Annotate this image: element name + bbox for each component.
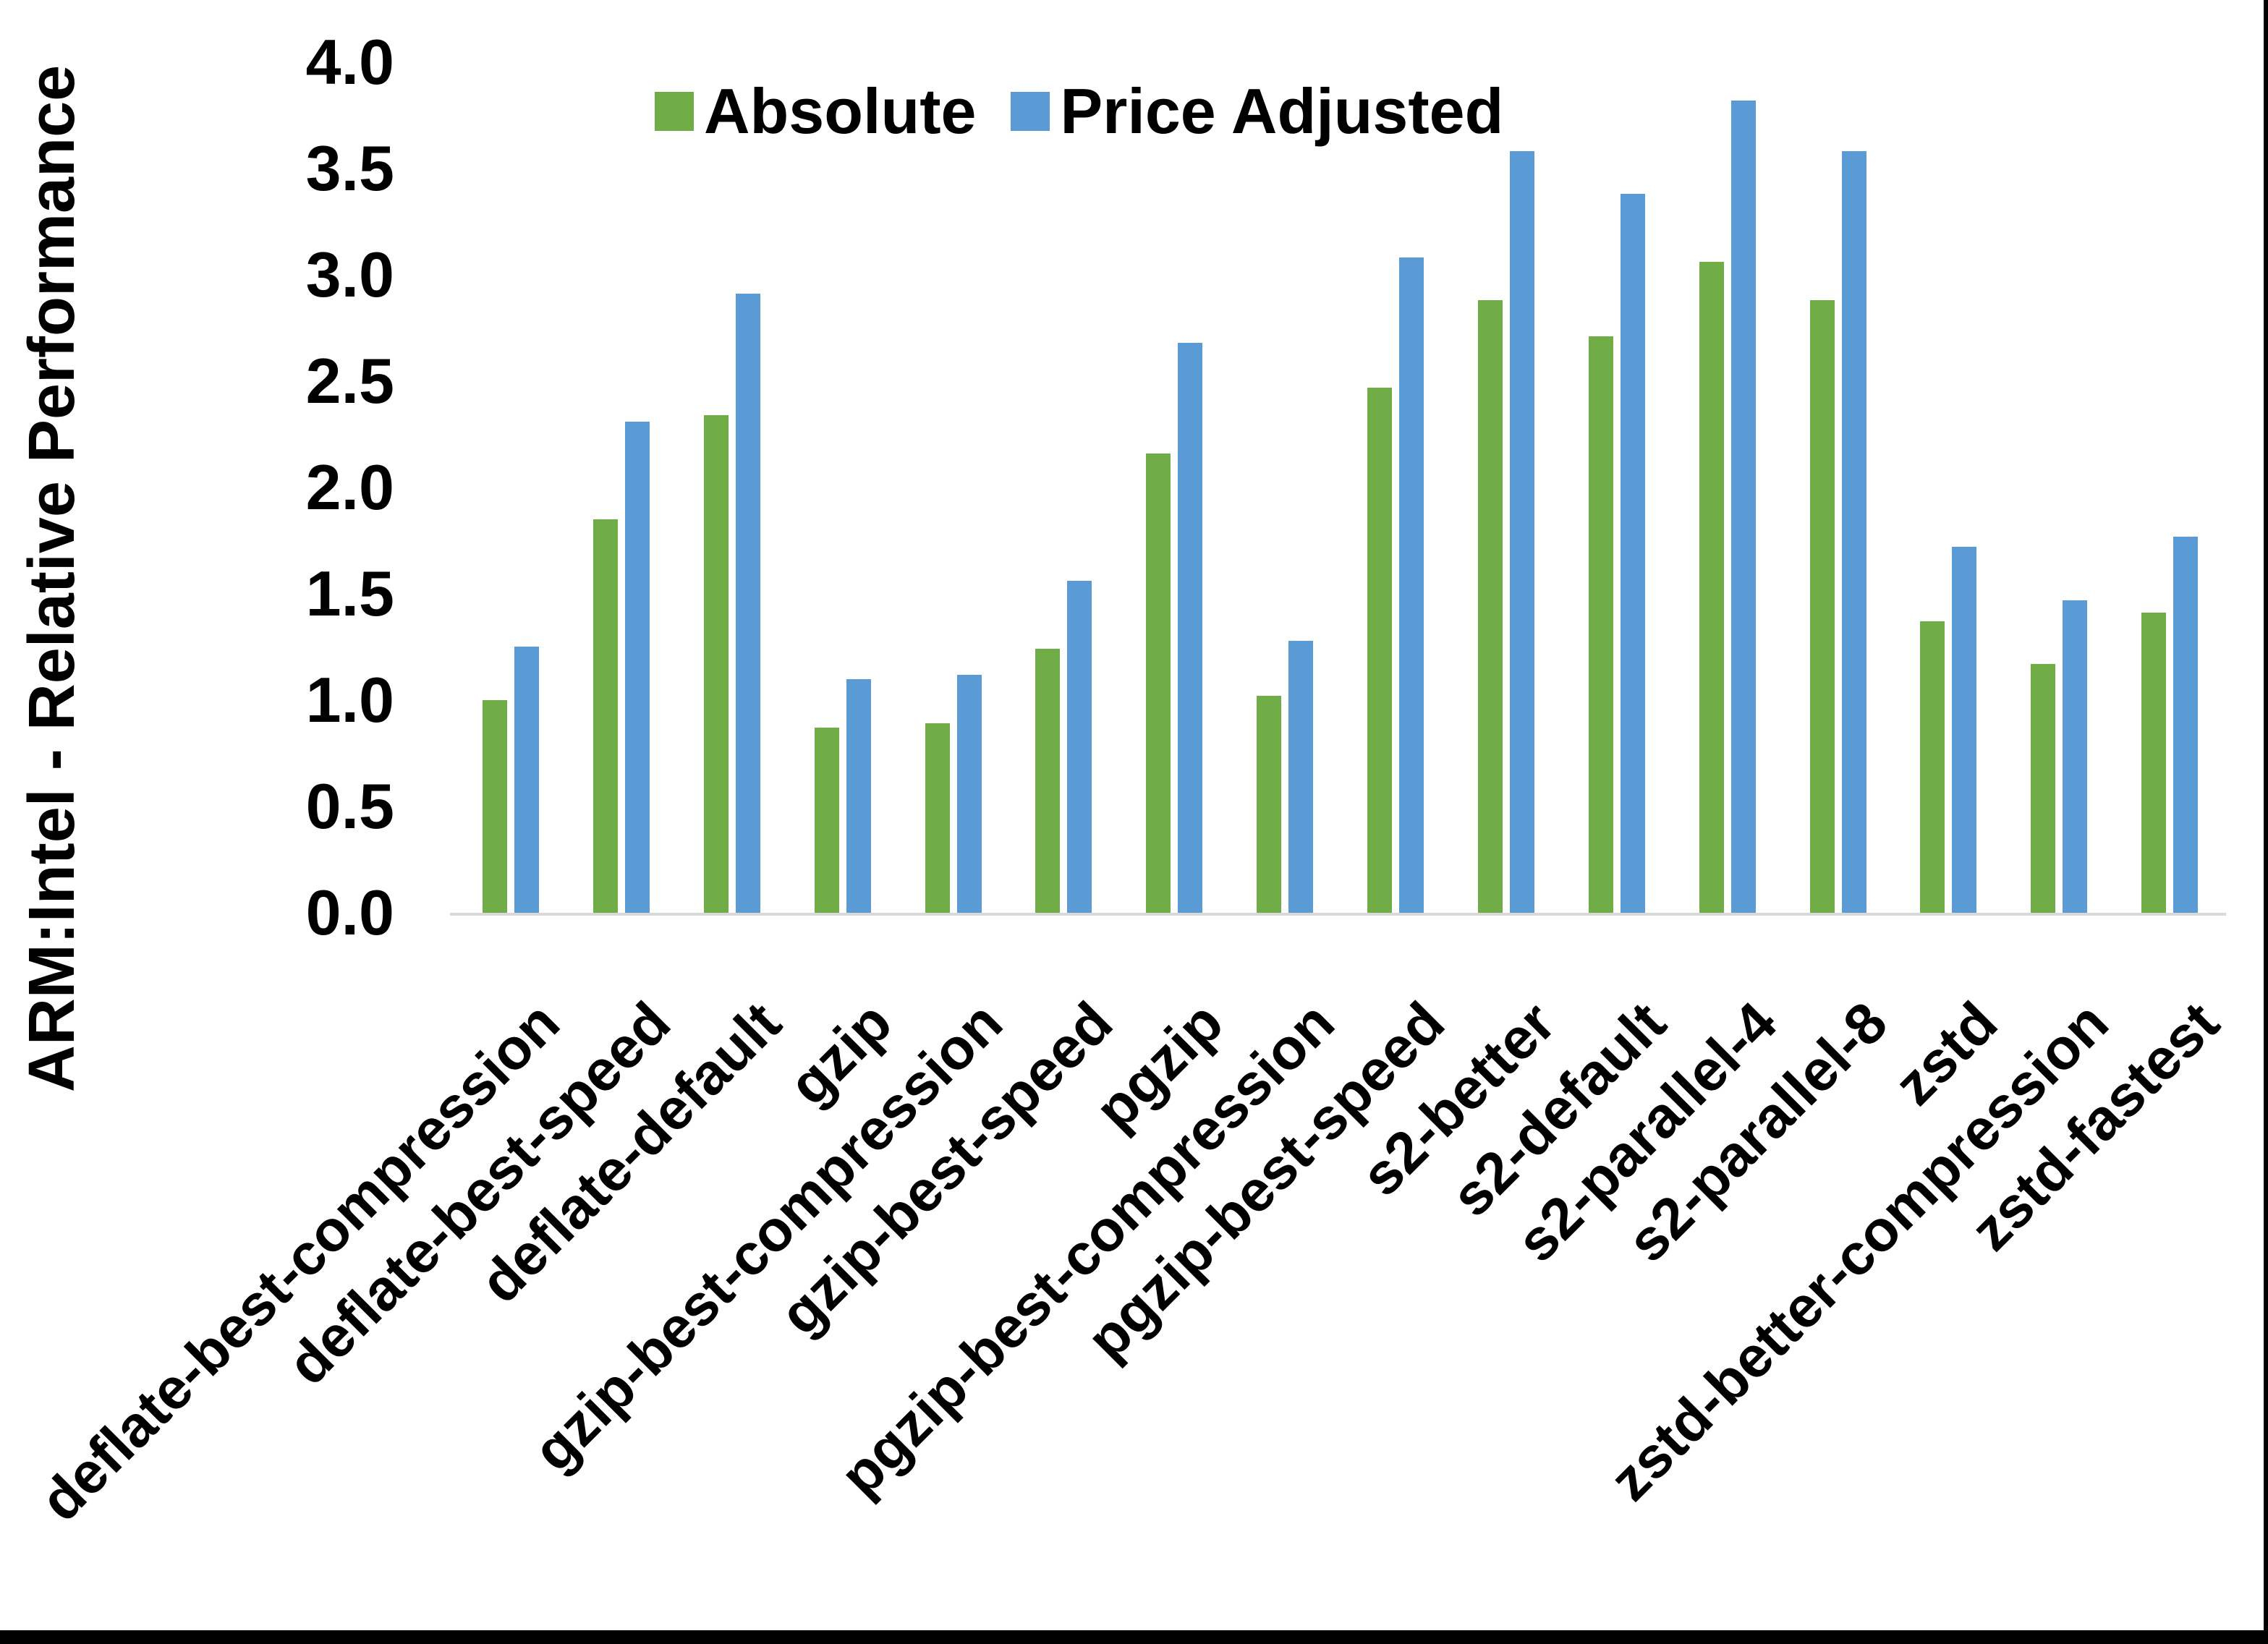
y-tick-label: 1.5 (305, 558, 394, 629)
price-adjusted-series-swatch-icon (1011, 92, 1050, 131)
bar-absolute-deflate-default (703, 415, 729, 913)
bar-absolute-gzip-best-speed (1035, 649, 1061, 913)
y-tick-label: 1.0 (305, 664, 394, 736)
y-tick-label: 3.0 (305, 239, 394, 310)
bar-price-adjusted-zstd-better-compression (2063, 600, 2088, 913)
x-axis-line (450, 913, 2226, 916)
legend-item-price-adjusted: Price Adjusted (1011, 80, 1503, 143)
bar-price-adjusted-deflate-default (735, 294, 760, 913)
bar-absolute-s2-parallel-4 (1699, 262, 1724, 913)
bar-absolute-pgzip-best-compression (1257, 696, 1282, 913)
bar-price-adjusted-pgzip-best-compression (1288, 641, 1314, 913)
bar-price-adjusted-gzip-best-speed (1067, 581, 1092, 913)
y-tick-label: 3.5 (305, 132, 394, 204)
legend-item-absolute: Absolute (655, 80, 976, 143)
y-axis-title: ARM:Intel - Relative Performance (16, 64, 88, 1093)
bar-price-adjusted-s2-better (1509, 151, 1534, 913)
y-tick-label: 2.5 (305, 345, 394, 417)
bar-price-adjusted-pgzip-best-speed (1399, 257, 1424, 913)
bar-absolute-s2-default (1588, 336, 1613, 913)
legend-label-absolute: Absolute (704, 75, 977, 147)
legend-label-price-adjusted: Price Adjusted (1060, 75, 1504, 147)
bar-absolute-s2-better (1477, 300, 1503, 913)
bar-price-adjusted-gzip-best-compression (956, 675, 982, 913)
bar-price-adjusted-s2-default (1620, 194, 1645, 913)
bar-price-adjusted-gzip (846, 679, 871, 913)
bar-price-adjusted-zstd (1952, 547, 1977, 913)
y-tick-label: 2.0 (305, 451, 394, 523)
bar-price-adjusted-s2-parallel-4 (1730, 101, 1756, 913)
screenshot-right-border (2264, 0, 2268, 1644)
y-tick-label: 0.5 (305, 770, 394, 842)
bar-absolute-pgzip (1146, 453, 1171, 913)
bar-absolute-deflate-best-speed (593, 519, 618, 913)
screenshot-bottom-border (0, 1630, 2268, 1644)
bar-absolute-s2-parallel-8 (1809, 300, 1835, 913)
bar-absolute-pgzip-best-speed (1367, 388, 1392, 913)
bar-absolute-deflate-best-compression (483, 700, 507, 913)
bar-absolute-zstd-fastest (2141, 613, 2167, 913)
plot-area (456, 62, 2226, 913)
bar-absolute-zstd-better-compression (2031, 664, 2056, 913)
bar-price-adjusted-pgzip (1178, 343, 1203, 913)
bar-absolute-gzip (814, 728, 839, 913)
bar-price-adjusted-deflate-best-compression (514, 647, 539, 913)
legend: Absolute Price Adjusted (655, 80, 1503, 143)
y-tick-label: 0.0 (305, 877, 394, 948)
bar-absolute-gzip-best-compression (925, 723, 950, 913)
bar-price-adjusted-zstd-fastest (2173, 537, 2199, 913)
bar-price-adjusted-deflate-best-speed (624, 422, 650, 913)
bar-price-adjusted-s2-parallel-8 (1841, 151, 1866, 913)
absolute-series-swatch-icon (655, 92, 694, 131)
y-tick-label: 4.0 (305, 26, 394, 98)
bar-absolute-zstd (1920, 621, 1945, 913)
